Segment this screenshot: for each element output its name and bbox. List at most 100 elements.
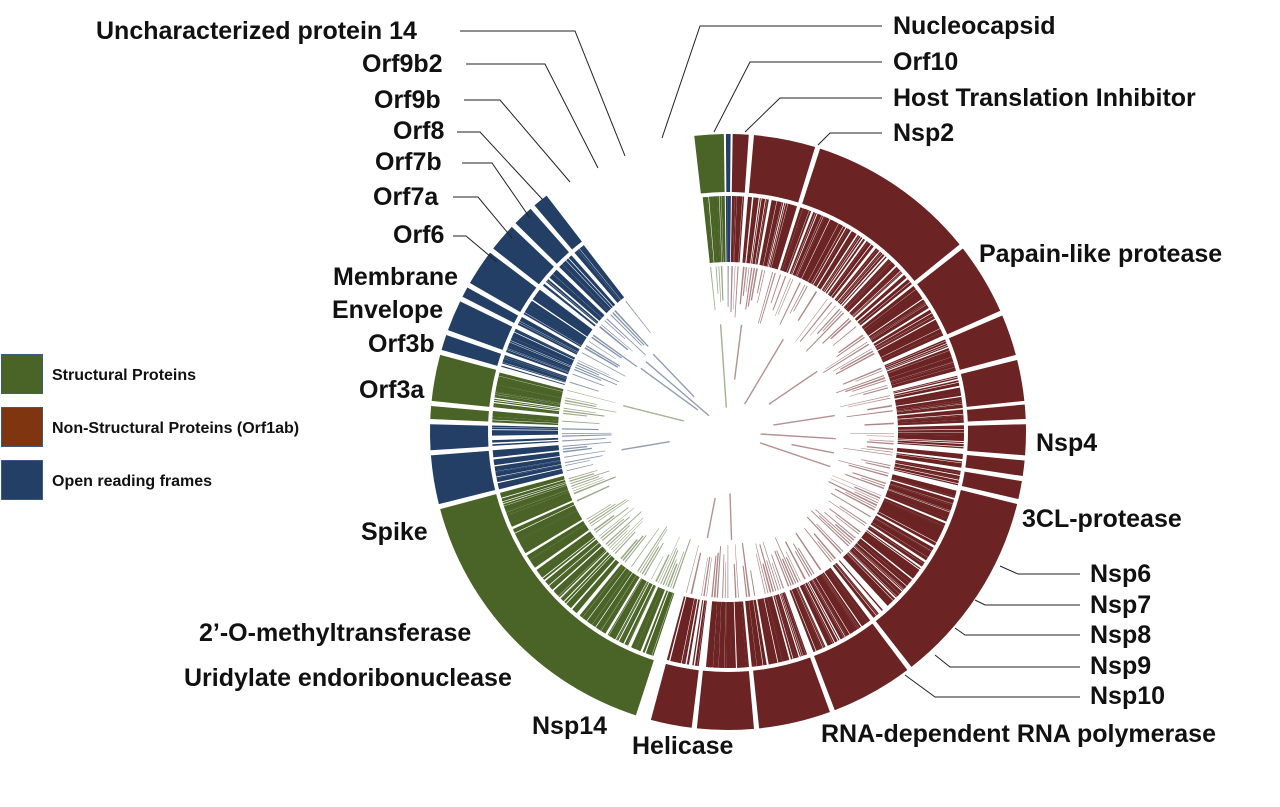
inner-tick-light [758, 272, 774, 324]
inner-tick [894, 465, 960, 480]
inner-tick [812, 578, 847, 637]
inner-tick [502, 482, 566, 504]
inner-tick [527, 521, 585, 559]
inner-tick-light [799, 301, 833, 342]
inner-tick-light [818, 515, 851, 545]
inner-tick [815, 576, 852, 635]
inner-tick [758, 598, 774, 665]
inner-tick [506, 489, 569, 516]
inner-tick-light [794, 550, 811, 577]
inner-tick [880, 328, 942, 360]
inner-tick [779, 593, 802, 657]
inner-tick [897, 442, 964, 449]
segment-band-orf3a [430, 450, 496, 505]
inner-tick-light [770, 274, 782, 304]
inner-spoke [652, 353, 695, 398]
inner-tick [897, 440, 964, 447]
inner-tick-light [690, 552, 702, 595]
inner-tick-light [832, 348, 872, 372]
inner-tick [753, 599, 766, 666]
inner-tick [853, 545, 904, 591]
inner-tick [494, 394, 561, 407]
inner-tick [718, 601, 724, 668]
inner-tick-light [566, 464, 594, 472]
inner-tick-light [568, 469, 598, 480]
inner-tick [896, 405, 963, 415]
segment-uridylate-endoribonuclease [696, 493, 754, 730]
inner-tick [694, 600, 706, 666]
inner-tick [681, 598, 696, 664]
inner-tick [799, 585, 831, 646]
leader-line-nsp8 [954, 627, 1080, 636]
inner-tick [540, 534, 594, 577]
leaders-layer [453, 25, 1080, 698]
inner-tick [773, 595, 793, 660]
inner-tick [706, 196, 714, 263]
label-uncharacterized-protein-14: Uncharacterized protein 14 [96, 17, 417, 45]
segment-helicase [774, 532, 908, 711]
inner-tick [870, 303, 927, 341]
inner-tick [715, 601, 722, 668]
inner-tick-light [655, 554, 670, 582]
inner-tick [715, 196, 721, 263]
inner-tick [826, 569, 868, 624]
leader-line-nsp6 [999, 565, 1080, 575]
inner-tick [890, 361, 954, 382]
inner-tick-light [797, 291, 818, 321]
inner-tick [574, 560, 619, 613]
label-nsp2: Nsp2 [893, 119, 954, 147]
inner-tick [683, 598, 698, 665]
inner-tick-light [784, 541, 806, 580]
inner-tick [737, 196, 743, 263]
inner-tick [725, 196, 728, 263]
inner-tick [495, 461, 561, 476]
inner-tick-light [591, 336, 623, 359]
inner-tick [498, 470, 563, 488]
inner-tick [574, 251, 619, 303]
inner-tick [542, 283, 596, 327]
inner-tick-light [854, 491, 879, 504]
inner-tick [531, 525, 588, 565]
inner-tick [551, 273, 602, 320]
inner-tick [863, 289, 918, 332]
inner-tick-light [824, 511, 856, 539]
inner-tick [497, 468, 563, 486]
inner-tick [845, 261, 893, 311]
inner-tick [748, 600, 759, 667]
inner-tick-light [727, 265, 729, 307]
inner-tick [583, 566, 626, 621]
inner-tick-light [774, 550, 790, 587]
inner-tick [862, 535, 916, 578]
inner-tick [821, 573, 860, 630]
segment-nsp10 [791, 443, 1022, 500]
inner-tick [738, 196, 745, 263]
inner-tick-light [843, 447, 893, 456]
inner-tick-light [771, 562, 782, 590]
inner-tick [536, 531, 592, 573]
inner-tick-light [662, 550, 679, 586]
inner-tick [896, 450, 963, 460]
inner-tick [775, 594, 797, 659]
label-orf7a: Orf7a [373, 183, 439, 211]
leader-line-nsp7 [974, 599, 1080, 606]
inner-tick [504, 487, 568, 512]
inner-tick [503, 485, 568, 508]
segment-nsp4 [768, 248, 1001, 405]
inner-tick-light [830, 319, 852, 340]
inner-tick [850, 268, 900, 316]
inner-tick [737, 601, 744, 668]
inner-tick [492, 411, 559, 419]
inner-tick [895, 388, 961, 403]
inner-tick-light [795, 532, 822, 571]
inner-tick [763, 201, 779, 266]
label-nsp14: Nsp14 [532, 712, 607, 740]
inner-tick-light [660, 547, 677, 584]
inner-tick-light [563, 407, 596, 414]
inner-tick [867, 297, 923, 336]
segment-band-orf10 [725, 134, 731, 193]
inner-tick [632, 587, 661, 649]
inner-tick [874, 516, 934, 552]
segment-band-orf3b [430, 424, 489, 451]
inner-tick [883, 499, 945, 528]
inner-tick [574, 561, 620, 614]
